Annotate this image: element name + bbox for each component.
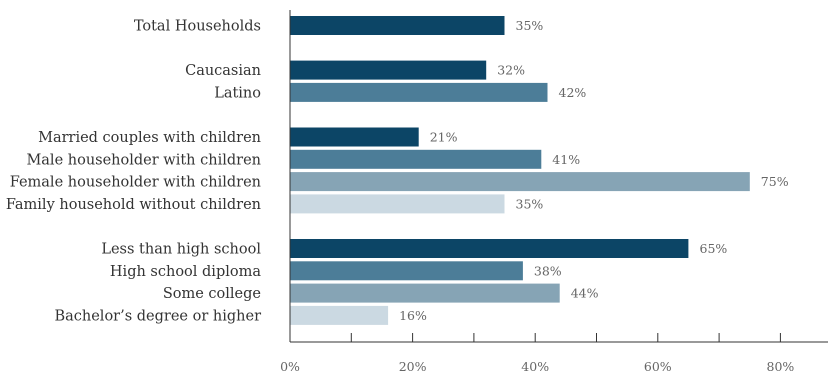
x-tick-label: 0%	[280, 359, 300, 373]
category-label: Male householder with children	[26, 152, 261, 168]
bar	[290, 127, 419, 147]
value-label: 35%	[516, 196, 544, 211]
bar	[290, 60, 487, 80]
category-label: Less than high school	[101, 242, 261, 258]
bar	[290, 283, 560, 303]
category-label: Some college	[163, 286, 261, 302]
category-label: Married couples with children	[38, 130, 261, 146]
category-label: High school diploma	[110, 264, 261, 280]
bar	[290, 172, 750, 192]
x-tick-label: 20%	[399, 359, 427, 373]
bar	[290, 261, 523, 281]
value-label: 35%	[516, 18, 544, 33]
bar	[290, 16, 505, 35]
x-tick-label: 60%	[644, 359, 672, 373]
value-label: 16%	[399, 308, 427, 323]
category-label: Family household without children	[6, 197, 261, 213]
value-label: 75%	[761, 174, 789, 189]
bar	[290, 239, 689, 258]
x-tick-label: 80%	[767, 359, 795, 373]
value-label: 65%	[700, 241, 728, 256]
value-label: 42%	[559, 85, 587, 100]
bar	[290, 82, 548, 102]
category-label: Bachelor’s degree or higher	[54, 308, 261, 324]
value-label: 21%	[430, 130, 458, 145]
value-label: 41%	[552, 152, 580, 167]
category-label: Female householder with children	[10, 175, 261, 191]
x-axis: 0% 20% 40% 60% 80%	[280, 10, 828, 373]
value-label: 32%	[497, 63, 525, 78]
bar	[290, 194, 505, 214]
category-label: Latino	[214, 85, 261, 101]
bar	[290, 305, 389, 325]
value-label: 44%	[571, 286, 599, 301]
category-label: Total Households	[134, 19, 261, 35]
bars-layer: Total Households 35% Caucasian 32% Latino 42%…	[6, 16, 789, 325]
x-tick-label: 40%	[521, 359, 549, 373]
value-label: 38%	[534, 263, 562, 278]
category-label: Caucasian	[185, 63, 261, 79]
bar	[290, 149, 542, 169]
